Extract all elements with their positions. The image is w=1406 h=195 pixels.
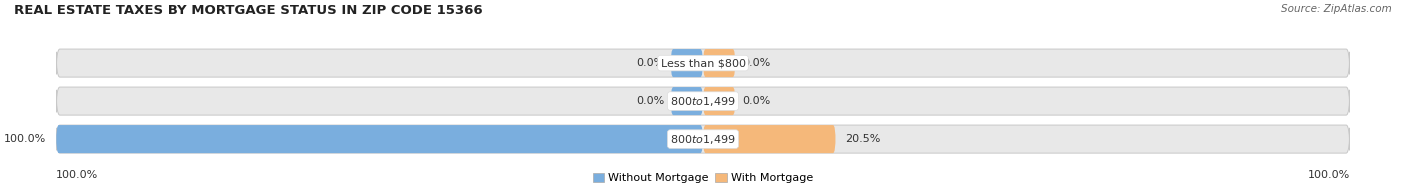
Text: 0.0%: 0.0%: [636, 96, 664, 106]
Text: REAL ESTATE TAXES BY MORTGAGE STATUS IN ZIP CODE 15366: REAL ESTATE TAXES BY MORTGAGE STATUS IN …: [14, 4, 482, 17]
Text: $800 to $1,499: $800 to $1,499: [671, 95, 735, 108]
Text: 100.0%: 100.0%: [4, 134, 46, 144]
Text: 0.0%: 0.0%: [742, 58, 770, 68]
FancyBboxPatch shape: [703, 125, 835, 153]
FancyBboxPatch shape: [56, 49, 1350, 77]
Text: 0.0%: 0.0%: [636, 58, 664, 68]
FancyBboxPatch shape: [703, 87, 735, 115]
FancyBboxPatch shape: [56, 87, 1350, 115]
Text: 20.5%: 20.5%: [845, 134, 880, 144]
Text: Source: ZipAtlas.com: Source: ZipAtlas.com: [1281, 4, 1392, 14]
Text: $800 to $1,499: $800 to $1,499: [671, 133, 735, 146]
FancyBboxPatch shape: [56, 125, 703, 153]
FancyBboxPatch shape: [671, 87, 703, 115]
FancyBboxPatch shape: [671, 49, 703, 77]
Text: 100.0%: 100.0%: [56, 170, 98, 181]
Text: 100.0%: 100.0%: [1308, 170, 1350, 181]
Text: Less than $800: Less than $800: [661, 58, 745, 68]
Legend: Without Mortgage, With Mortgage: Without Mortgage, With Mortgage: [588, 168, 818, 188]
Text: 0.0%: 0.0%: [742, 96, 770, 106]
FancyBboxPatch shape: [56, 125, 1350, 153]
FancyBboxPatch shape: [703, 49, 735, 77]
